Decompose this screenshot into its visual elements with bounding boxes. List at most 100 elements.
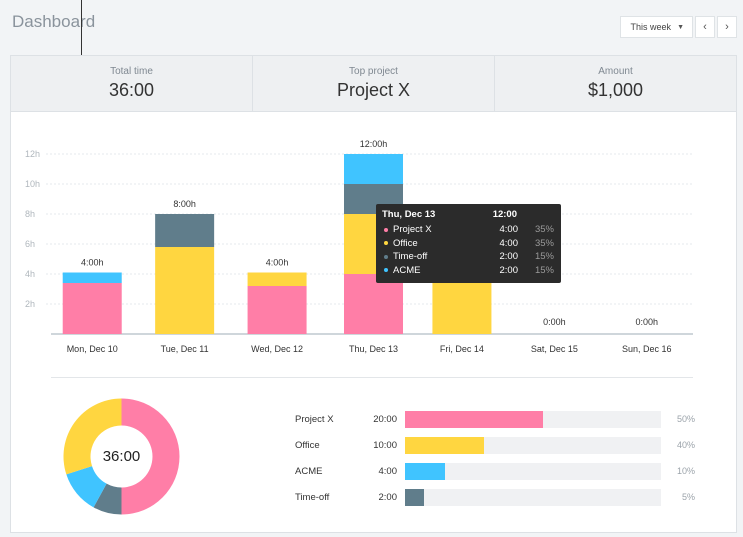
breakdown-row[interactable]: ACME 4:00 10% <box>295 458 705 484</box>
legend-dot-icon <box>384 227 388 232</box>
tooltip-row-pct: 15% <box>534 264 554 276</box>
y-tick-label: 6h <box>25 239 35 249</box>
y-tick-label: 12h <box>25 149 40 159</box>
tooltip-row-time: 4:00 <box>499 224 519 236</box>
breakdown-name: Time-off <box>295 491 330 503</box>
tooltip-row-pct: 15% <box>534 251 554 263</box>
bar-segment <box>247 272 307 286</box>
y-tick-label: 10h <box>25 179 40 189</box>
breakdown-row[interactable]: Office 10:00 40% <box>295 432 705 458</box>
chevron-right-icon: › <box>725 21 729 33</box>
y-tick-label: 8h <box>25 209 35 219</box>
summary-label: Total time <box>110 66 153 77</box>
breakdown-fill <box>405 488 425 506</box>
tooltip-total: 12:00 <box>492 209 517 220</box>
tooltip-row-time: 4:00 <box>499 237 519 249</box>
chevron-left-icon: ‹ <box>703 21 707 33</box>
x-tick-label: Wed, Dec 12 <box>251 344 303 354</box>
project-breakdown: Project X 20:00 50% Office 10:00 40% ACM… <box>295 406 705 510</box>
tooltip-row-time: 2:00 <box>499 264 519 276</box>
section-divider <box>51 377 693 378</box>
bar-chart-svg: 2h 4h 6h 8h 10h 12h 4:00h Mon, Dec 10 8:00h Tue, … <box>25 139 693 354</box>
breakdown-time: 4:00 <box>378 465 398 477</box>
bar-total-label: 8:00h <box>173 199 196 209</box>
period-select[interactable]: This week ▼ <box>619 16 693 38</box>
y-tick-label: 2h <box>25 299 35 309</box>
dashboard-card: Total time 36:00 Top project Project X A… <box>10 55 737 533</box>
summary-amount: Amount $1,000 <box>495 56 736 111</box>
page-title: Dashboard <box>12 12 96 31</box>
y-tick-label: 4h <box>25 269 35 279</box>
bar-total-label: 4:00h <box>266 258 289 268</box>
tooltip-row-name: Project X <box>393 224 432 236</box>
breakdown-pct: 10% <box>676 466 695 476</box>
tooltip-row-name: Time-off <box>393 251 428 263</box>
bar-segment <box>62 272 122 283</box>
tooltip-row-time: 2:00 <box>499 251 519 263</box>
breakdown-name: Project X <box>295 413 334 425</box>
donut-segment <box>66 466 107 508</box>
donut-chart-svg <box>63 398 180 515</box>
donut-segment <box>93 483 122 515</box>
x-tick-label: Mon, Dec 10 <box>67 344 118 354</box>
tooltip-row-pct: 35% <box>534 224 554 236</box>
breakdown-time: 10:00 <box>373 439 397 451</box>
bar-total-label: 0:00h <box>636 317 659 327</box>
donut-segment <box>63 398 122 475</box>
breakdown-time: 2:00 <box>378 491 398 503</box>
tooltip-row-name: Office <box>393 237 418 249</box>
breakdown-track <box>405 488 661 506</box>
bar-segment <box>432 274 492 334</box>
summary-top-project: Top project Project X <box>253 56 495 111</box>
tooltip-row: ACME 2:00 15% <box>382 264 555 278</box>
breakdown-name: ACME <box>295 465 323 477</box>
x-tick-label: Sat, Dec 15 <box>531 344 578 354</box>
tooltip-date: Thu, Dec 13 <box>382 209 436 220</box>
breakdown-fill <box>405 410 544 428</box>
breakdown-time: 20:00 <box>373 413 397 425</box>
bar-total-label: 0:00h <box>543 317 566 327</box>
summary-total-time: Total time 36:00 <box>11 56 253 111</box>
legend-dot-icon <box>384 254 388 259</box>
date-toolbar: This week ▼ ‹ › <box>619 16 737 38</box>
donut-segment <box>121 398 180 515</box>
breakdown-row[interactable]: Project X 20:00 50% <box>295 406 705 432</box>
legend-dot-icon <box>384 268 388 273</box>
next-period-button[interactable]: › <box>717 16 737 38</box>
tooltip-row-pct: 35% <box>534 237 554 249</box>
bar-total-label: 12:00h <box>360 139 388 149</box>
donut-center-label: 36:00 <box>102 448 141 465</box>
daily-bar-chart: 2h 4h 6h 8h 10h 12h 4:00h Mon, Dec 10 8:00h Tue, … <box>11 113 738 363</box>
previous-period-button[interactable]: ‹ <box>695 16 715 38</box>
breakdown-track <box>405 410 661 428</box>
bar-segment <box>62 283 122 334</box>
bar-segment <box>344 274 403 334</box>
tooltip-row: Project X 4:00 35% <box>382 223 555 237</box>
donut-chart: 36:00 <box>63 398 180 515</box>
chart-tooltip: Thu, Dec 13 12:00 Project X 4:00 35% Off… <box>376 204 561 283</box>
breakdown-row[interactable]: Time-off 2:00 5% <box>295 484 705 510</box>
bar-segment <box>155 214 215 247</box>
tooltip-row: Time-off 2:00 15% <box>382 250 555 264</box>
x-tick-label: Thu, Dec 13 <box>349 344 398 354</box>
breakdown-name: Office <box>295 439 320 451</box>
breakdown-fill <box>405 436 485 454</box>
x-tick-label: Fri, Dec 14 <box>440 344 484 354</box>
breakdown-fill <box>405 462 445 480</box>
breakdown-track <box>405 436 661 454</box>
x-tick-label: Sun, Dec 16 <box>622 344 672 354</box>
bar-segment <box>344 154 403 184</box>
tooltip-header: Thu, Dec 13 12:00 <box>382 209 555 220</box>
breakdown-pct: 50% <box>676 414 695 424</box>
breakdown-track <box>405 462 661 480</box>
bar-segment <box>247 286 307 334</box>
legend-dot-icon <box>384 241 388 246</box>
tooltip-row-name: ACME <box>393 264 421 276</box>
breakdown-pct: 40% <box>676 440 695 450</box>
summary-label: Amount <box>598 66 633 77</box>
breakdown-pct: 5% <box>681 492 695 502</box>
tooltip-row: Office 4:00 35% <box>382 237 555 251</box>
caret-down-icon: ▼ <box>677 23 684 31</box>
summary-label: Top project <box>349 66 398 77</box>
summary-value: Project X <box>336 80 411 100</box>
